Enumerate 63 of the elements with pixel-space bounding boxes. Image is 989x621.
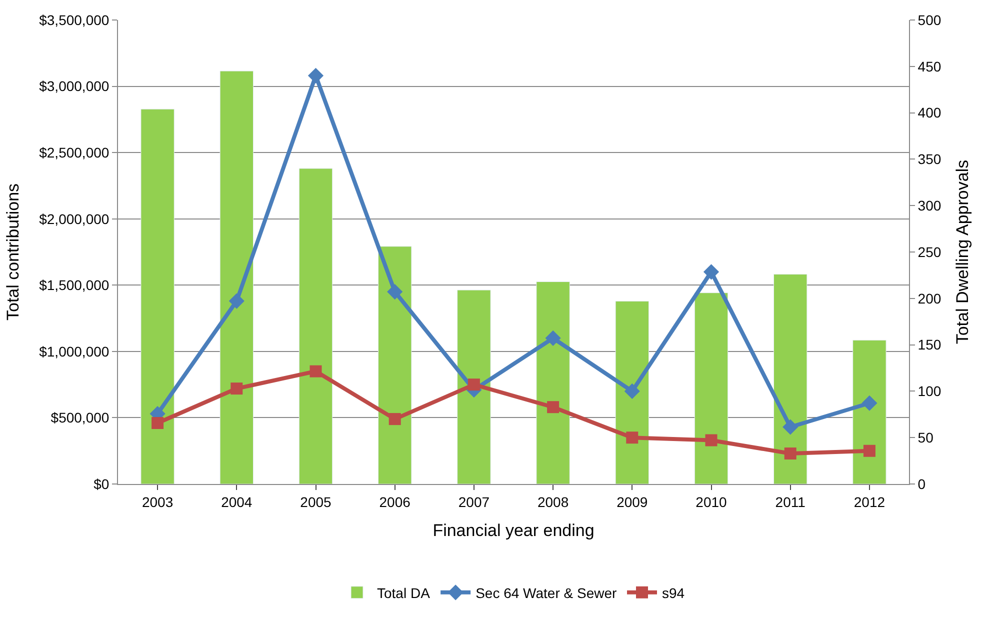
y2-tick-label: 400: [918, 104, 942, 121]
y2-tick-label: 350: [918, 151, 942, 168]
y2-tick-label: 300: [918, 198, 942, 214]
bar: [298, 168, 333, 484]
legend-label: s94: [662, 584, 685, 601]
x-tick-label: 2009: [616, 494, 648, 510]
point: [545, 330, 561, 346]
point: [152, 417, 164, 430]
y2-tick-label: 500: [918, 12, 942, 28]
point: [626, 432, 638, 444]
y2-axis-title: Total Dwelling Approvals: [952, 160, 972, 344]
legend-label: Sec 64 Water & Sewer: [476, 584, 618, 601]
legend-label: Total DA: [377, 584, 431, 601]
y2-tick-label: 150: [918, 336, 942, 353]
y-tick-label: $2,500,000: [39, 144, 110, 160]
point: [310, 365, 322, 378]
y-tick-label: $1,500,000: [39, 277, 110, 294]
point: [703, 264, 720, 280]
y-tick-label: $1,000,000: [39, 343, 110, 360]
point: [387, 284, 403, 300]
y-axis-title: Total contributions: [4, 183, 23, 321]
bar: [140, 108, 174, 484]
point: [228, 293, 244, 309]
point: [388, 413, 401, 426]
x-tick-label: 2012: [854, 494, 886, 510]
point: [782, 419, 798, 435]
bar: [378, 246, 412, 484]
point: [308, 68, 324, 84]
y2-tick-label: 50: [918, 430, 934, 446]
y-tick-label: $3,500,000: [39, 12, 110, 28]
x-tick-label: 2011: [775, 494, 806, 510]
point: [862, 395, 878, 411]
x-tick-label: 2007: [458, 494, 490, 510]
y-tick-label: $500,000: [50, 410, 110, 426]
point: [624, 383, 640, 399]
y-tick-label: $2,000,000: [39, 210, 110, 227]
point: [705, 434, 718, 446]
bar: [220, 70, 254, 484]
point: [468, 378, 480, 391]
x-tick-label: 2006: [379, 494, 411, 510]
bar: [694, 292, 728, 484]
x-tick-label: 2003: [142, 494, 174, 510]
bar: [773, 274, 808, 484]
x-tick-label: 2005: [300, 494, 332, 510]
y-tick-label: $3,000,000: [39, 78, 110, 94]
y2-tick-label: 200: [918, 290, 942, 306]
y2-tick-label: 100: [918, 383, 942, 400]
point: [547, 401, 560, 414]
x-axis-title: Financial year ending: [432, 521, 594, 540]
point: [230, 382, 243, 395]
x-tick-label: 2004: [221, 494, 252, 510]
y2-tick-label: 250: [918, 244, 942, 260]
point: [784, 448, 796, 460]
x-tick-label: 2008: [537, 494, 569, 510]
bar: [536, 281, 570, 484]
y2-tick-label: 450: [918, 58, 942, 74]
x-tick-label: 2010: [696, 494, 728, 510]
bar: [615, 300, 650, 484]
bar: [457, 290, 491, 484]
y-tick-label: $0: [94, 476, 110, 492]
y2-tick-label: 0: [918, 476, 926, 492]
point: [863, 444, 876, 457]
bar: [852, 340, 886, 484]
